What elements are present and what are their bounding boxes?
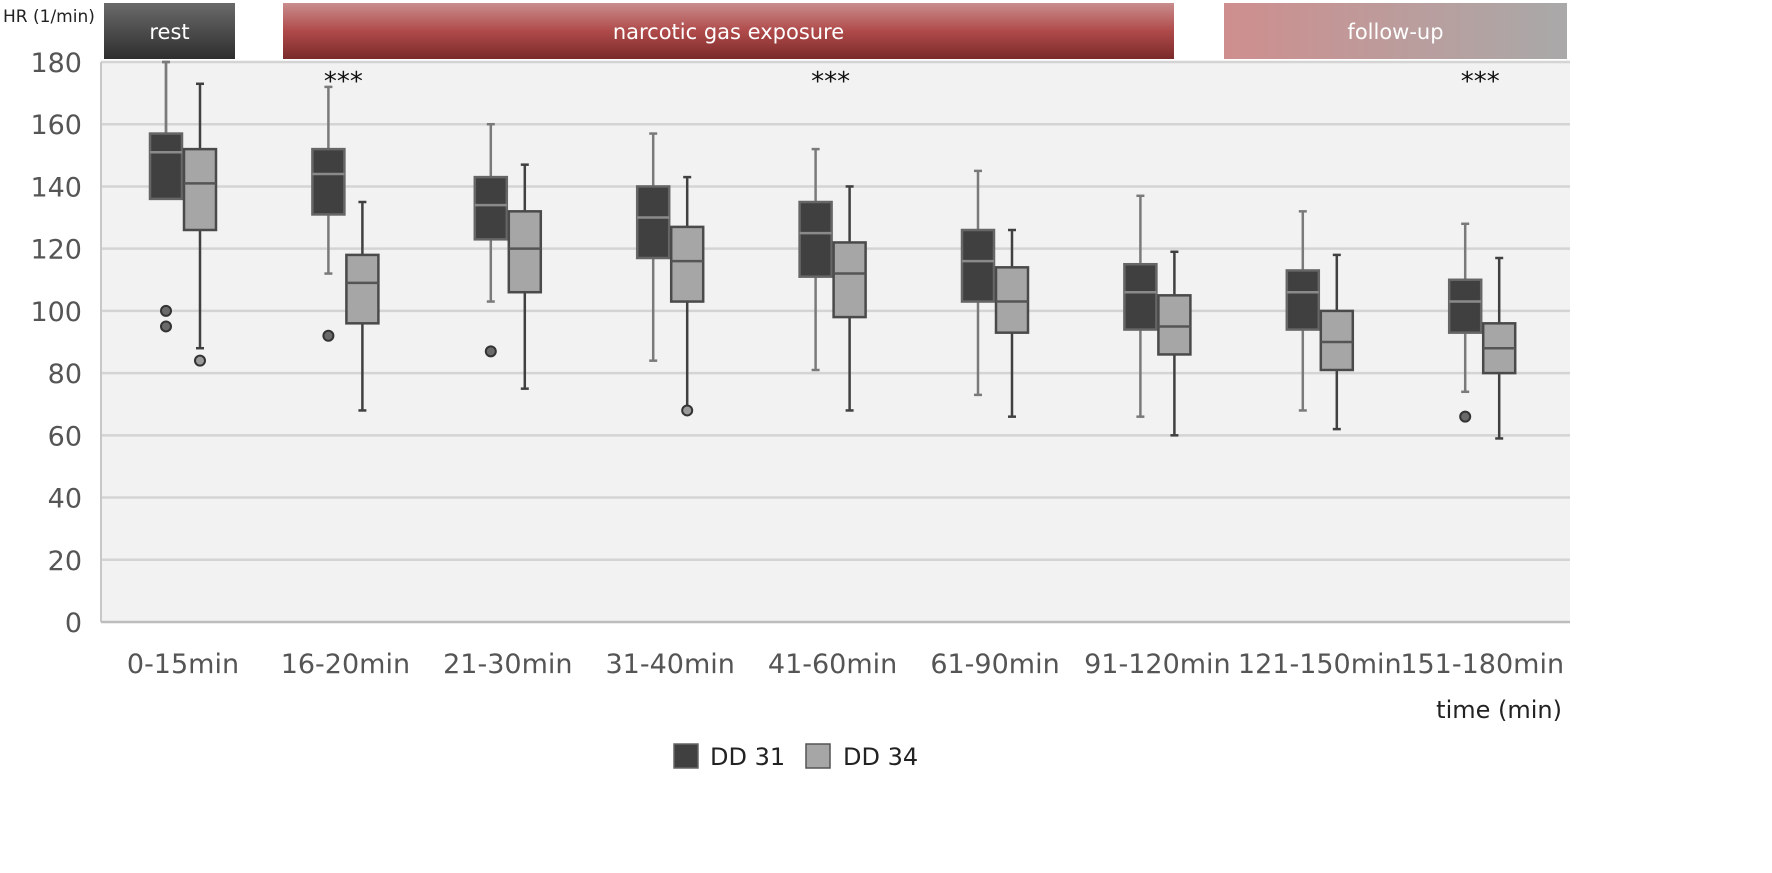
phase-label-narcotic-gas-exposure: narcotic gas exposure — [613, 20, 844, 44]
box-iqr — [311, 147, 346, 216]
legend: DD 31 DD 34 — [673, 743, 918, 771]
legend-swatch-dd31 — [673, 743, 699, 769]
phase-band-follow-up — [1224, 3, 1567, 59]
box-iqr — [345, 253, 380, 325]
phase-band-narcotic-gas-exposure — [283, 3, 1174, 59]
y-tick-label: 20 — [48, 546, 82, 577]
box-series — [148, 60, 1517, 440]
box-iqr — [507, 210, 543, 294]
box-dd-31-0-15min — [148, 60, 184, 333]
box-dd-34-91-120min — [1157, 250, 1192, 437]
y-tick-label: 180 — [30, 48, 82, 79]
legend-swatch-dd34 — [805, 743, 831, 769]
outlier-point — [160, 320, 172, 333]
phase-bands: rest narcotic gas exposure follow-up — [104, 3, 1567, 59]
box-iqr — [669, 225, 705, 303]
box-dd-31-121-150min — [1285, 210, 1321, 412]
significance-marker: *** — [1461, 67, 1500, 97]
x-tick-label-41-60min: 41-60min — [768, 649, 897, 680]
y-tick-label: 100 — [30, 297, 82, 328]
box-iqr — [182, 147, 218, 232]
x-tick-label-31-40min: 31-40min — [606, 649, 735, 680]
y-tick-label: 80 — [48, 359, 82, 390]
x-tick-label-16-20min: 16-20min — [281, 649, 410, 680]
box-dd-31-61-90min — [960, 169, 996, 397]
box-iqr — [798, 200, 833, 278]
box-iqr — [148, 132, 184, 201]
phase-label-rest: rest — [149, 20, 189, 44]
box-dd-31-31-40min — [635, 132, 671, 362]
x-axis: 0-15min 16-20min 21-30min 31-40min 41-60min 6… — [127, 649, 1564, 680]
box-dd-31-41-60min — [798, 147, 833, 372]
box-dd-31-91-120min — [1123, 194, 1158, 418]
box-dd-34-16-20min — [345, 200, 380, 412]
y-axis: 0 20 40 60 80 100 120 140 160 180 — [30, 48, 1570, 639]
legend-label-dd34: DD 34 — [843, 743, 918, 771]
phase-label-follow-up: follow-up — [1347, 20, 1443, 44]
box-iqr — [1447, 278, 1483, 334]
significance-marker: *** — [811, 67, 850, 97]
outlier-point — [681, 404, 694, 417]
box-iqr — [832, 241, 867, 319]
x-tick-label-21-30min: 21-30min — [443, 649, 572, 680]
box-dd-34-21-30min — [507, 163, 543, 390]
significance-marks: *** *** *** — [324, 67, 1500, 97]
x-axis-label: time (min) — [1436, 696, 1562, 724]
outlier-point — [194, 354, 206, 367]
box-dd-34-61-90min — [994, 228, 1030, 418]
outlier-point — [1459, 410, 1472, 423]
y-tick-label: 160 — [30, 110, 82, 141]
outlier-point — [322, 329, 335, 342]
box-iqr — [960, 228, 996, 303]
outlier-point — [484, 345, 497, 358]
box-dd-31-151-180min — [1447, 222, 1483, 423]
box-iqr — [1285, 269, 1321, 331]
box-dd-31-16-20min — [311, 85, 346, 342]
box-iqr — [473, 175, 509, 241]
box-iqr — [1123, 262, 1158, 331]
x-tick-label-151-180min: 151-180min — [1400, 649, 1564, 680]
box-iqr — [1319, 309, 1355, 372]
box-iqr — [1157, 294, 1192, 356]
y-axis-label: HR (1/min) — [3, 7, 95, 27]
box-dd-34-0-15min — [182, 82, 218, 367]
x-tick-label-121-150min: 121-150min — [1238, 649, 1402, 680]
phase-band-rest — [104, 3, 235, 59]
box-iqr — [994, 266, 1030, 334]
significance-marker: *** — [324, 67, 363, 97]
outlier-point — [160, 304, 172, 317]
y-tick-label: 120 — [30, 235, 82, 266]
x-tick-label-91-120min: 91-120min — [1084, 649, 1231, 680]
x-tick-label-0-15min: 0-15min — [127, 649, 239, 680]
box-iqr — [635, 185, 671, 260]
box-dd-34-41-60min — [832, 185, 867, 412]
box-dd-31-21-30min — [473, 122, 509, 358]
legend-label-dd31: DD 31 — [710, 743, 785, 771]
y-tick-label: 40 — [48, 484, 82, 515]
box-dd-34-31-40min — [669, 175, 705, 417]
box-dd-34-121-150min — [1319, 253, 1355, 431]
y-tick-label: 140 — [30, 172, 82, 203]
y-tick-label: 0 — [65, 608, 82, 639]
x-tick-label-61-90min: 61-90min — [930, 649, 1059, 680]
box-dd-34-151-180min — [1481, 256, 1517, 440]
y-tick-label: 60 — [48, 421, 82, 452]
